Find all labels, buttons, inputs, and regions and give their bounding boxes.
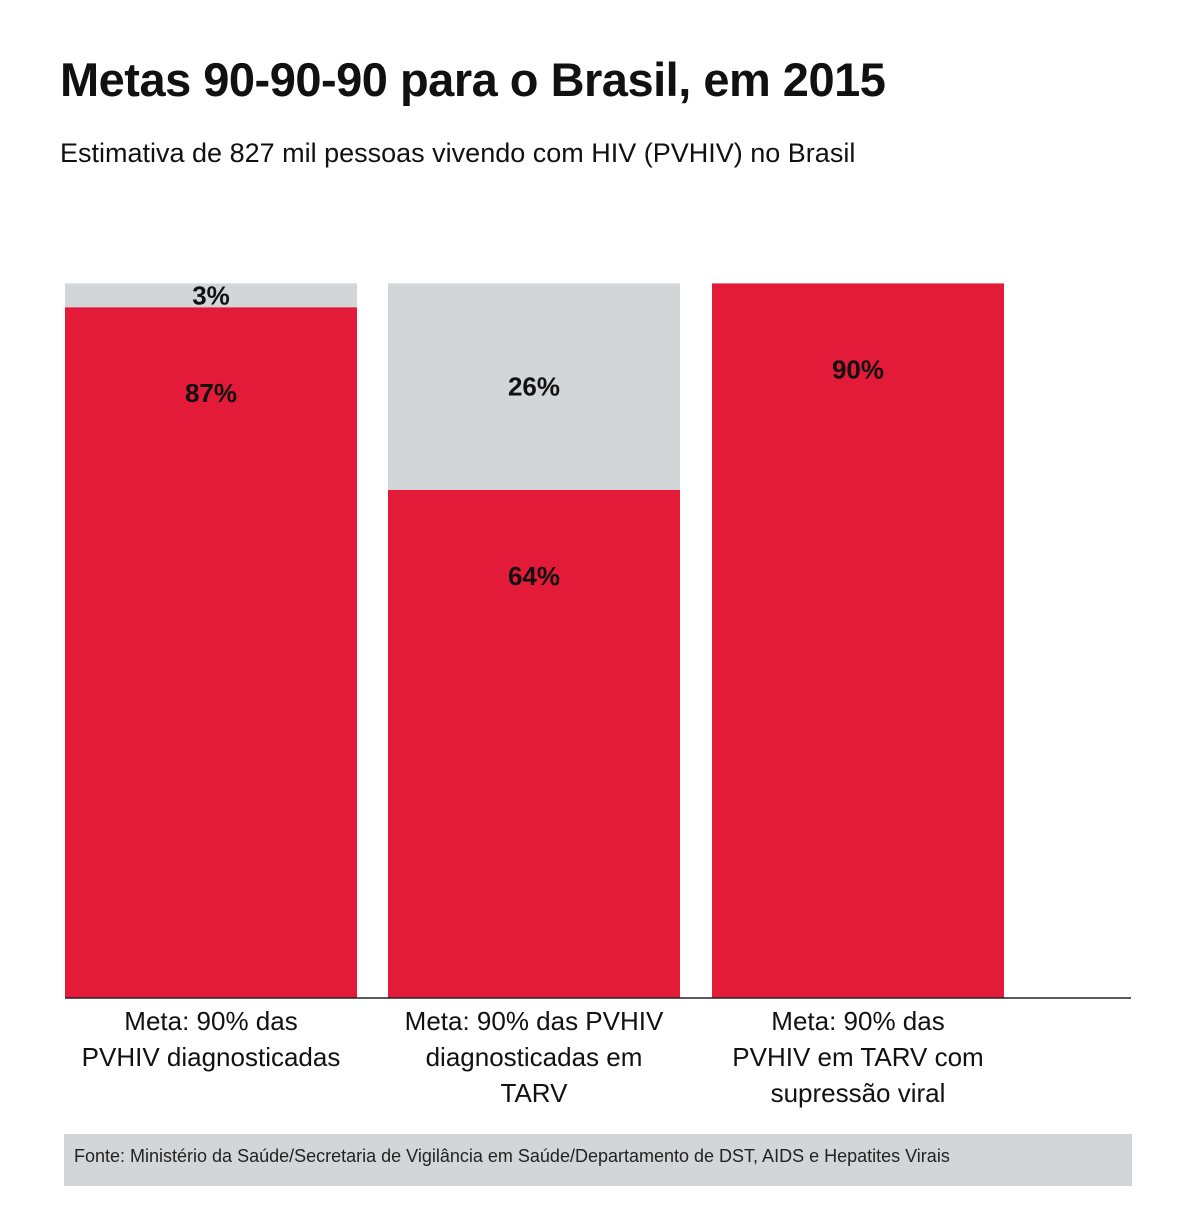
bar-achieved-2: [388, 489, 680, 998]
value-label-achieved-3: 90%: [832, 354, 884, 384]
value-label-achieved-2: 64%: [508, 561, 560, 591]
category-label-2-line-3: TARV: [501, 1078, 569, 1108]
value-label-gap-2: 26%: [508, 372, 560, 402]
chart-subtitle: Estimativa de 827 mil pessoas vivendo co…: [60, 138, 856, 168]
value-label-gap-1: 3%: [192, 280, 230, 310]
category-label-3-line-2: PVHIV em TARV com: [732, 1042, 983, 1072]
bar-gap-2: [388, 283, 680, 490]
category-label-2-line-2: diagnosticadas em: [426, 1042, 643, 1072]
category-label-1-line-1: Meta: 90% das: [124, 1006, 297, 1036]
category-label-3-line-1: Meta: 90% das: [771, 1006, 944, 1036]
category-label-1-line-2: PVHIV diagnosticadas: [82, 1042, 341, 1072]
bar-gap-1: [65, 283, 357, 308]
bar-achieved-3: [712, 283, 1004, 998]
category-label-3-line-3: supressão viral: [771, 1078, 946, 1108]
chart-title: Metas 90-90-90 para o Brasil, em 2015: [60, 53, 886, 106]
source-note: Fonte: Ministério da Saúde/Secretaria de…: [64, 1134, 1132, 1186]
bar-achieved-1: [65, 307, 357, 999]
category-label-2-line-1: Meta: 90% das PVHIV: [405, 1006, 664, 1036]
value-label-achieved-1: 87%: [185, 378, 237, 408]
